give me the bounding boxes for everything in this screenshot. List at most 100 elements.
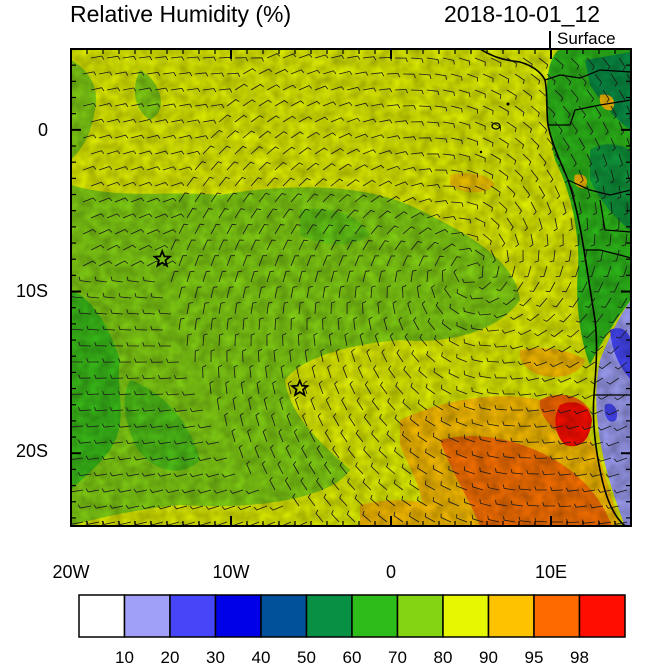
wind-barb (597, 425, 612, 431)
wind-barb (217, 365, 223, 379)
wind-barb (197, 456, 212, 461)
wind-barb (162, 197, 177, 203)
wind-barb (347, 478, 356, 491)
wind-barb (401, 431, 412, 443)
wind-barb (178, 223, 189, 235)
colorbar-swatch (578, 594, 626, 638)
axis-ticks (70, 48, 632, 526)
wind-barb (456, 450, 468, 459)
wind-barb (98, 71, 113, 76)
wind-barb (232, 396, 237, 411)
wind-barb (293, 461, 300, 475)
wind-barb (130, 166, 145, 171)
wind-barb (562, 137, 570, 151)
wind-barb (266, 301, 273, 315)
wind-barb (534, 329, 548, 337)
wind-barb (386, 255, 396, 267)
wind-barb (594, 169, 599, 184)
wind-barb (82, 260, 97, 267)
colorbar-swatch (442, 594, 490, 638)
wind-barb (417, 399, 428, 411)
wind-barb (541, 377, 556, 382)
wind-barb (331, 477, 340, 491)
wind-barb (138, 213, 153, 219)
wind-barb (258, 192, 270, 203)
wind-barb (599, 217, 604, 231)
wind-barb (298, 301, 305, 315)
wind-barb (362, 510, 372, 523)
wind-barb (202, 302, 210, 315)
wind-barb (226, 130, 239, 139)
wind-barb (114, 229, 129, 235)
wind-barb (510, 437, 524, 443)
wind-barb (270, 444, 276, 459)
wind-barb (442, 216, 457, 221)
wind-barb (178, 286, 186, 299)
wind-barb (417, 431, 428, 443)
wind-barb (458, 153, 471, 161)
wind-barb (202, 119, 217, 124)
wind-barb (218, 333, 224, 347)
wind-barb (433, 400, 444, 411)
wind-barb (134, 293, 148, 299)
wind-barb (608, 313, 620, 324)
wind-barb (518, 516, 532, 523)
wind-barb (549, 393, 564, 398)
wind-barb (450, 137, 463, 145)
wind-barb (106, 87, 121, 92)
wind-barb (514, 201, 522, 215)
wind-barb (614, 393, 628, 401)
wind-barb (502, 297, 516, 306)
wind-barb (543, 313, 556, 322)
colorbar-label: 30 (206, 648, 225, 667)
wind-barb (138, 87, 153, 92)
wind-barb (449, 303, 460, 315)
wind-barb (130, 103, 145, 108)
wind-barb (250, 83, 264, 91)
wind-barb (610, 281, 620, 293)
wind-barb (298, 208, 310, 219)
wind-barb (110, 276, 124, 283)
wind-barb (493, 313, 508, 319)
wind-barb (482, 105, 494, 115)
wind-barb (330, 270, 338, 283)
wind-barb (226, 286, 234, 299)
wind-barb (90, 87, 105, 92)
wind-barb (327, 364, 332, 379)
wind-barb (619, 265, 628, 277)
wind-barb (249, 364, 254, 379)
wind-barb (189, 505, 204, 510)
wind-barb (263, 396, 268, 411)
wind-barb (274, 255, 283, 267)
wind-barb (568, 217, 573, 232)
wind-barb (487, 483, 500, 491)
wind-barb (170, 119, 185, 124)
wind-barb (142, 309, 156, 315)
wind-barb (441, 268, 447, 283)
wind-barb (225, 380, 230, 395)
colorbar-label: 10 (115, 648, 134, 667)
wind-barb (290, 100, 305, 107)
wind-barb (362, 240, 373, 251)
wind-barb (71, 521, 84, 525)
wind-barb (617, 297, 628, 308)
wind-barb (274, 224, 285, 235)
wind-barb (450, 105, 463, 113)
wind-barb (426, 213, 441, 219)
wind-barb (93, 439, 108, 444)
wind-barb (615, 329, 628, 339)
wind-barb (277, 460, 284, 475)
humidity-field (71, 49, 631, 526)
wind-barb (250, 115, 264, 123)
wind-barb (558, 502, 572, 508)
wind-barb (578, 137, 586, 151)
wind-barb (346, 55, 361, 60)
wind-barb (441, 352, 452, 363)
wind-barb (440, 513, 452, 523)
wind-barb (146, 229, 161, 235)
wind-barb (126, 309, 140, 315)
wind-barb (150, 325, 164, 331)
wind-barb (258, 286, 266, 299)
wind-barb (98, 103, 113, 108)
wind-barb (266, 177, 279, 187)
